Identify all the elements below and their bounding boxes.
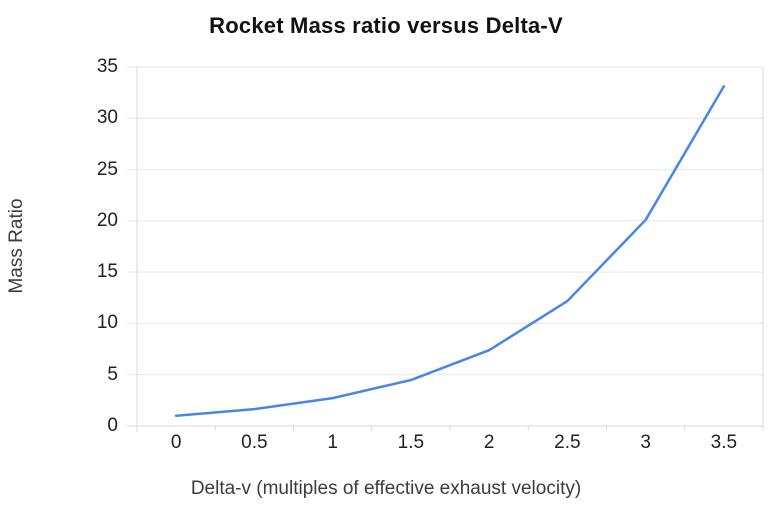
y-tick-label: 10 — [96, 312, 118, 334]
x-tick-label: 1.5 — [397, 432, 425, 453]
x-axis-title: Delta-v (multiples of effective exhaust … — [190, 478, 582, 499]
x-tick-label: 0.5 — [241, 432, 268, 453]
x-tick-label: 1 — [327, 432, 338, 453]
chart-title: Rocket Mass ratio versus Delta-V — [209, 13, 563, 38]
x-tick-label: 3.5 — [710, 432, 738, 453]
data-line-mass-ratio — [174, 85, 726, 417]
y-tick-label: 0 — [107, 415, 118, 436]
y-tick-label: 35 — [96, 56, 118, 77]
y-tick-label: 20 — [96, 209, 118, 231]
y-tick-label: 25 — [96, 158, 118, 180]
y-tick-label: 15 — [96, 261, 118, 283]
x-tick-label: 2 — [483, 432, 495, 453]
x-tick-label: 3 — [640, 432, 651, 453]
x-tick-label: 0 — [170, 432, 182, 453]
x-tick-label: 2.5 — [554, 432, 581, 453]
y-tick-label: 30 — [96, 107, 118, 129]
y-tick-label: 5 — [107, 363, 118, 385]
